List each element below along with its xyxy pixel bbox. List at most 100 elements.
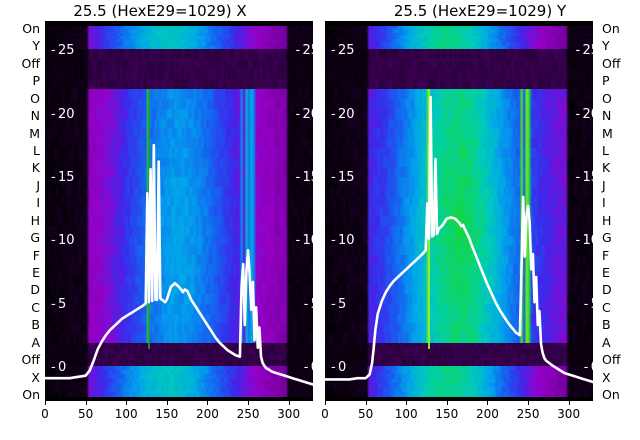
category-label-20: X	[31, 369, 40, 385]
heatmap-x-image	[45, 21, 313, 401]
category-label-19: Off	[602, 352, 621, 368]
category-label-15: D	[602, 282, 612, 298]
xtick-label-300: 300	[557, 407, 581, 421]
xtick-mark-250	[528, 401, 530, 405]
category-label-15: D	[30, 282, 40, 298]
category-label-14: E	[602, 265, 610, 280]
category-label-0: On	[602, 21, 620, 36]
xtick-label-150: 150	[155, 407, 179, 421]
ytick-inner-right-20: -20	[295, 106, 313, 122]
heatmap-y[interactable]: -25 -20 -15 -10 -5 -0 -25 -20 -15 -10 -5 -0	[325, 21, 593, 401]
panel-x: 25.5 (HexE29=1029) X Dipole OnYOffPONMLK…	[0, 2, 313, 439]
panel-y: 25.5 (HexE29=1029) Y -25-20-15-10-5-0-25…	[320, 0, 640, 440]
ytick-inner-right-25: -25	[295, 43, 313, 59]
ytick-inner-left-0: -0	[331, 360, 347, 376]
category-label-3: P	[602, 73, 610, 89]
xtick-label-100: 100	[114, 407, 138, 421]
category-label-5: N	[30, 108, 40, 124]
category-label-13: F	[602, 247, 610, 263]
ytick-inner-left-10: -10	[331, 233, 355, 249]
xtick-label-0: 0	[41, 407, 49, 421]
ytick-inner-right-20: -20	[575, 106, 593, 122]
category-label-3: P	[32, 73, 40, 89]
category-label-5: N	[602, 108, 612, 124]
ytick-inner-left-25: -25	[331, 43, 355, 59]
category-label-7: L	[33, 143, 40, 158]
category-label-4: O	[602, 90, 612, 106]
category-label-16: C	[31, 299, 40, 315]
ytick-inner-right-5: -5	[303, 296, 313, 312]
category-label-8: K	[602, 160, 611, 176]
category-label-16: C	[602, 299, 611, 315]
panel-x-title: 25.5 (HexE29=1029) X	[73, 2, 247, 20]
category-label-1: Y	[32, 38, 40, 54]
category-label-12: G	[30, 230, 40, 246]
category-label-18: A	[31, 334, 40, 350]
categorical-axis-right: On Y Off P O N M L K J I H G F E D C B A Off X On	[598, 21, 640, 401]
xtick-mark-50	[85, 401, 87, 405]
ytick-inner-left-5: -5	[331, 296, 347, 312]
xtick-label-50: 50	[77, 407, 94, 421]
xtick-mark-150	[446, 401, 448, 405]
xtick-label-50: 50	[357, 407, 374, 421]
ytick-inner-right-10: -10	[295, 233, 313, 249]
overlay-trace-x	[45, 143, 313, 386]
ytick-inner-left-15: -15	[51, 170, 75, 186]
xtick-label-150: 150	[435, 407, 459, 421]
xtick-label-250: 250	[516, 407, 540, 421]
xtick-label-200: 200	[475, 407, 499, 421]
overlay-trace-y	[325, 95, 593, 384]
xtick-mark-150	[166, 401, 168, 405]
heatmap-x[interactable]: -25 -20 -15 -10 -5 -0 -25 -20 -15 -10 -5 -0	[45, 21, 313, 401]
ytick-inner-left-20: -20	[51, 106, 75, 122]
category-label-10: I	[36, 195, 40, 211]
category-label-1: Y	[602, 38, 610, 54]
xtick-mark-300	[288, 401, 290, 405]
xtick-label-250: 250	[236, 407, 260, 421]
xtick-mark-250	[248, 401, 250, 405]
xtick-mark-100	[126, 401, 128, 405]
category-label-10: I	[602, 195, 606, 211]
category-label-9: J	[36, 177, 40, 193]
x-axis-y: 0 50 100 150 200 250 300	[321, 401, 593, 439]
ytick-inner-right-0: -0	[303, 360, 313, 376]
xtick-mark-50	[365, 401, 367, 405]
xtick-label-300: 300	[277, 407, 301, 421]
category-label-8: K	[31, 160, 40, 176]
ytick-inner-left-10: -10	[51, 233, 75, 249]
xtick-mark-200	[487, 401, 489, 405]
xtick-label-200: 200	[195, 407, 219, 421]
xtick-label-100: 100	[394, 407, 418, 421]
category-label-20: X	[602, 369, 611, 385]
ytick-inner-right-15: -15	[295, 170, 313, 186]
categorical-axis-left: On Y Off P O N M L K J I H G F E D C B A Off X On	[0, 21, 42, 401]
category-label-9: J	[602, 177, 606, 193]
ytick-inner-right-10: -10	[575, 233, 593, 249]
ytick-inner-right-5: -5	[583, 296, 593, 312]
category-label-2: Off	[21, 55, 40, 71]
ytick-inner-left-20: -20	[331, 106, 355, 122]
ytick-inner-right-0: -0	[583, 360, 593, 376]
category-label-19: Off	[21, 352, 40, 368]
category-label-11: H	[30, 212, 40, 228]
category-label-6: M	[602, 125, 613, 141]
category-label-2: Off	[602, 55, 621, 71]
ytick-inner-left-15: -15	[331, 170, 355, 186]
category-label-7: L	[602, 143, 609, 158]
category-label-11: H	[602, 212, 612, 228]
category-label-6: M	[29, 125, 40, 141]
ytick-inner-left-0: -0	[51, 360, 67, 376]
xtick-mark-0	[45, 401, 46, 405]
category-label-17: B	[31, 317, 40, 333]
category-label-14: E	[32, 265, 40, 280]
panel-y-title: 25.5 (HexE29=1029) Y	[393, 2, 567, 20]
x-axis-x: 0 50 100 150 200 250 300	[41, 401, 313, 439]
xtick-mark-200	[207, 401, 209, 405]
category-label-13: F	[32, 247, 40, 263]
ytick-inner-left-5: -5	[51, 296, 67, 312]
category-label-21: On	[602, 387, 620, 402]
category-label-17: B	[602, 317, 611, 333]
xtick-mark-300	[568, 401, 570, 405]
xtick-mark-0	[325, 401, 326, 405]
